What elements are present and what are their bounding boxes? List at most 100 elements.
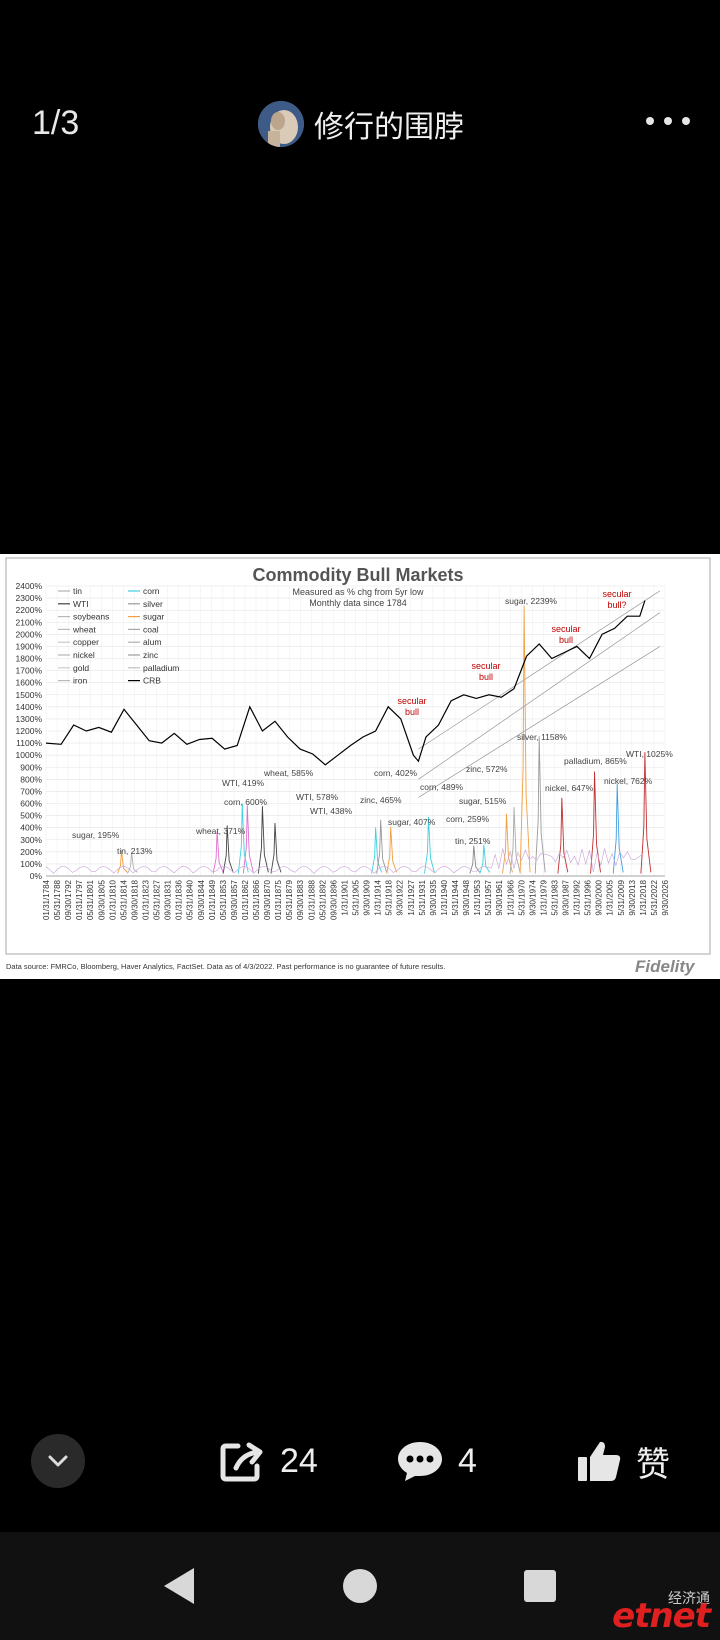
x-tick-label: 5/31/1931 <box>418 879 427 915</box>
y-tick-label: 800% <box>20 774 42 784</box>
x-tick-label: 01/31/1797 <box>75 879 84 920</box>
spike-line <box>612 783 624 874</box>
data-annotation: tin, 213% <box>117 846 153 856</box>
y-tick-label: 2100% <box>16 617 43 627</box>
secular-bull-label: secular <box>471 661 500 671</box>
x-tick-label: 01/31/1862 <box>241 879 250 920</box>
secular-bull-label-line2: bull <box>405 707 419 717</box>
secular-bull-label-line2: bull <box>559 635 573 645</box>
collapse-button[interactable] <box>31 1434 85 1488</box>
data-annotation: palladium, 865% <box>564 756 627 766</box>
user-info[interactable]: 修行的围脖 <box>258 100 464 148</box>
legend-entry: copper <box>73 637 99 647</box>
data-annotation: wheat, 585% <box>263 768 314 778</box>
x-tick-label: 1/31/1940 <box>440 879 449 915</box>
legend-entry: wheat <box>72 624 96 634</box>
legend-entry: CRB <box>143 676 161 686</box>
data-annotation: WTI, 438% <box>310 806 352 816</box>
legend-entry: gold <box>73 663 89 673</box>
legend-entry: soybeans <box>73 612 109 622</box>
x-tick-label: 9/30/1922 <box>396 879 405 915</box>
x-tick-label: 1/31/2018 <box>639 879 648 915</box>
watermark-top-text: 经济通 <box>668 1591 710 1607</box>
x-tick-label: 01/31/1849 <box>208 879 217 920</box>
y-tick-label: 600% <box>20 799 42 809</box>
chart-image: 0% 100% 200% 300% 400% 500% 600% 700% 800% 900% 10… <box>0 554 720 979</box>
system-nav-bar: 经济通 etnet <box>0 1532 720 1640</box>
data-annotation: silver, 1158% <box>517 732 567 742</box>
comment-icon <box>398 1442 442 1481</box>
page-counter: 1/3 <box>32 104 80 142</box>
chart-subtitle-2: Monthly data since 1784 <box>309 598 407 608</box>
secular-bull-label-line2: bull? <box>607 600 626 610</box>
x-tick-label: 01/31/1875 <box>274 879 283 920</box>
x-tick-label: 09/30/1883 <box>296 879 305 920</box>
x-tick-label: 09/30/1831 <box>164 879 173 920</box>
thumbs-up-icon <box>578 1441 621 1481</box>
like-button[interactable]: 赞 <box>576 1436 670 1486</box>
x-tick-label: 09/30/1792 <box>64 879 73 920</box>
y-tick-label: 0% <box>30 871 43 881</box>
x-tick-label: 09/30/1805 <box>97 879 106 920</box>
chart-subtitle-1: Measured as % chg from 5yr low <box>292 587 424 597</box>
avatar[interactable] <box>258 101 304 147</box>
background-series-line <box>45 848 643 875</box>
spike-line <box>127 852 138 874</box>
x-tick-label: 01/31/1888 <box>307 879 316 920</box>
recents-icon[interactable] <box>520 1566 560 1606</box>
chart-title: Commodity Bull Markets <box>252 565 463 585</box>
x-tick-label: 5/31/1996 <box>584 879 593 915</box>
x-tick-label: 1/31/2005 <box>606 879 615 915</box>
data-annotation: sugar, 195% <box>72 830 120 840</box>
x-tick-label: 05/31/1814 <box>119 879 128 920</box>
fidelity-logo: Fidelity <box>635 957 696 976</box>
data-annotation: sugar, 2239% <box>505 596 557 606</box>
x-tick-label: 1/31/1953 <box>473 879 482 915</box>
x-tick-label: 09/30/1896 <box>329 879 338 920</box>
x-tick-label: 9/30/2000 <box>595 879 604 915</box>
spike-line <box>534 736 546 874</box>
spike-line <box>509 806 521 874</box>
legend-entry: sugar <box>143 612 164 622</box>
x-tick-label: 9/30/1935 <box>429 879 438 915</box>
x-tick-label: 1/31/1979 <box>539 879 548 915</box>
back-icon[interactable] <box>160 1566 200 1606</box>
legend-entry: coal <box>143 624 159 634</box>
legend-entry: silver <box>143 599 163 609</box>
data-annotation: sugar, 407% <box>388 817 436 827</box>
more-options-icon[interactable] <box>646 114 690 128</box>
y-tick-label: 1000% <box>16 750 43 760</box>
crb-series-line <box>45 600 646 766</box>
comment-button[interactable]: 4 <box>396 1436 477 1486</box>
y-tick-label: 900% <box>20 762 42 772</box>
home-icon[interactable] <box>340 1566 380 1606</box>
chevron-down-icon <box>48 1455 68 1467</box>
y-tick-label: 2300% <box>16 593 43 603</box>
y-tick-label: 2200% <box>16 605 43 615</box>
share-button[interactable]: 24 <box>220 1436 318 1486</box>
x-tick-label: 5/31/1905 <box>352 879 361 915</box>
x-tick-label: 01/31/1784 <box>42 879 51 920</box>
y-tick-label: 1400% <box>16 702 43 712</box>
x-tick-label: 9/30/1987 <box>562 879 571 915</box>
x-tick-label: 09/30/1870 <box>263 879 272 920</box>
like-label: 赞 <box>636 1445 670 1484</box>
spike-line <box>212 831 224 874</box>
data-annotation: nickel, 647% <box>545 783 594 793</box>
x-tick-label: 05/31/1788 <box>53 879 62 920</box>
comment-count: 4 <box>458 1441 477 1480</box>
x-tick-label: 9/30/1974 <box>528 879 537 915</box>
x-tick-label: 05/31/1892 <box>318 879 327 920</box>
spike-line <box>590 771 601 874</box>
spike-line <box>371 827 383 874</box>
x-tick-label: 5/31/2022 <box>650 879 659 915</box>
data-annotation: WTI, 578% <box>296 792 338 802</box>
username[interactable]: 修行的围脖 <box>314 111 464 144</box>
spike-line <box>386 826 398 874</box>
y-tick-label: 500% <box>20 811 42 821</box>
spike-line <box>242 805 254 874</box>
etnet-watermark: 经济通 etnet <box>612 1588 716 1636</box>
y-tick-label: 200% <box>20 847 42 857</box>
x-tick-label: 1/31/1901 <box>340 879 349 915</box>
x-tick-label: 1/31/1966 <box>506 879 515 915</box>
